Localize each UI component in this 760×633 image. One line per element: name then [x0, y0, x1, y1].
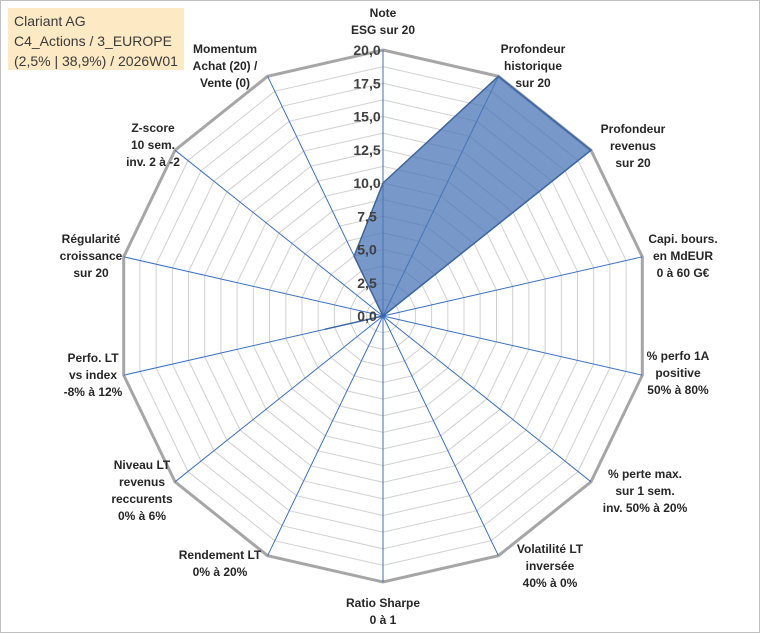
radar-axis-label-line: sur 20: [73, 266, 109, 280]
radar-axis-label-line: sur 20: [615, 156, 651, 170]
radar-axis-label-line: Capi. bours.: [648, 232, 717, 246]
radar-axis-label-line: inv. 2 à -2: [126, 155, 180, 169]
radar-tick-label: 7,5: [357, 208, 377, 224]
radar-axis-label-line: Régularité: [62, 232, 121, 246]
radar-axis-label-line: Note: [370, 6, 397, 20]
radar-axis-label: Régularité croissance sur 20: [60, 232, 123, 280]
radar-axis-label: Ratio Sharpe 0 à 1: [346, 596, 420, 627]
radar-axis-label-line: % perfo 1A: [647, 349, 710, 363]
radar-spoke: [382, 315, 643, 376]
radar-axis-label-line: -8% à 12%: [64, 385, 123, 399]
radar-tick-label: 2,5: [357, 275, 377, 291]
radar-axis-label: Rendement LT 0% à 20%: [179, 548, 262, 579]
radar-axis-label-line: 50% à 80%: [647, 383, 709, 397]
radar-axis-label-line: Profondeur: [501, 42, 566, 56]
chart-title-box: Clariant AG C4_Actions / 3_EUROPE (2,5% …: [8, 8, 184, 70]
radar-axis-label-line: Ratio Sharpe: [346, 596, 420, 610]
radar-axis-label: % perte max. sur 1 sem. inv. 50% à 20%: [603, 467, 688, 515]
radar-spoke: [267, 315, 384, 556]
radar-axis-label-line: revenus: [119, 475, 165, 489]
radar-axis-label-line: positive: [655, 366, 701, 380]
chart-title-line: C4_Actions / 3_EUROPE: [14, 33, 172, 49]
radar-axis-label-line: Volatilité LT: [517, 542, 584, 556]
radar-spoke: [382, 315, 499, 556]
radar-spoke: [382, 315, 592, 483]
radar-axis-label: Profondeur historique sur 20: [501, 42, 566, 90]
radar-axis-label: Capi. bours. en MdEUR 0 à 60 G€: [648, 232, 717, 280]
radar-series-area: [324, 75, 593, 331]
radar-axis-label-line: inversée: [526, 559, 575, 573]
radar-axis-label-line: vs index: [69, 368, 117, 382]
radar-axis-label-line: % perte max.: [608, 467, 682, 481]
radar-axis-label-line: 10 sem.: [131, 138, 175, 152]
radar-axis-label: Profondeur revenus sur 20: [601, 122, 666, 170]
radar-tick-label: 15,0: [353, 109, 380, 125]
radar-axis-label-line: Vente (0): [200, 76, 250, 90]
radar-axis-label-line: 40% à 0%: [523, 576, 578, 590]
radar-axis-label-line: inv. 50% à 20%: [603, 501, 688, 515]
radar-axis-label-line: Momentum: [193, 42, 257, 56]
radar-axis-label: Z-score 10 sem. inv. 2 à -2: [126, 121, 180, 169]
radar-tick-label: 20,0: [353, 42, 380, 58]
radar-spoke: [174, 149, 384, 317]
radar-axis-label: % perfo 1A positive 50% à 80%: [647, 349, 710, 397]
radar-axis-label: Momentum Achat (20) / Vente (0): [193, 42, 258, 90]
radar-axis-label-line: revenus: [610, 139, 656, 153]
radar-tick-label: 5,0: [357, 242, 377, 258]
radar-tick-label: 12,5: [353, 142, 380, 158]
radar-axis-label-line: 0 à 60 G€: [657, 266, 710, 280]
radar-axis-label-line: ESG sur 20: [351, 23, 415, 37]
radar-axis-label-line: 0 à 1: [370, 613, 397, 627]
radar-axis-label-line: 0% à 6%: [118, 509, 166, 523]
radar-spoke: [174, 315, 384, 483]
radar-axis-label-line: Achat (20) /: [193, 59, 258, 73]
radar-axis-label-line: en MdEUR: [653, 249, 713, 263]
radar-tick-label: 10,0: [353, 175, 380, 191]
radar-axis-label-line: croissance: [60, 249, 123, 263]
radar-axis-label: Note ESG sur 20: [351, 6, 415, 37]
chart-title-line: Clariant AG: [14, 13, 86, 29]
radar-axis-label-line: Rendement LT: [179, 548, 262, 562]
radar-tick-label: 0,0: [357, 308, 377, 324]
radar-axis-label-line: Perfo. LT: [67, 351, 119, 365]
radar-spoke: [382, 256, 643, 317]
radar-axis-label: Perfo. LT vs index -8% à 12%: [64, 351, 123, 399]
radar-axis-label: Niveau LT revenus reccurents 0% à 6%: [111, 458, 173, 523]
radar-spoke: [123, 256, 384, 317]
radar-axis-label-line: Z-score: [131, 121, 175, 135]
radar-axis-label-line: sur 1 sem.: [615, 484, 674, 498]
radar-axis-label-line: Niveau LT: [114, 458, 171, 472]
radar-axis-label-line: historique: [504, 59, 562, 73]
radar-axis-label-line: Profondeur: [601, 122, 666, 136]
radar-axis-label-line: reccurents: [111, 492, 173, 506]
chart-title-line: (2,5% | 38,9%) / 2026W01: [14, 53, 178, 69]
radar-tick-label: 17,5: [353, 75, 380, 91]
radar-axis-label-line: sur 20: [515, 76, 551, 90]
radar-axis-label: Volatilité LT inversée 40% à 0%: [517, 542, 584, 590]
radar-axis-label-line: 0% à 20%: [193, 565, 248, 579]
